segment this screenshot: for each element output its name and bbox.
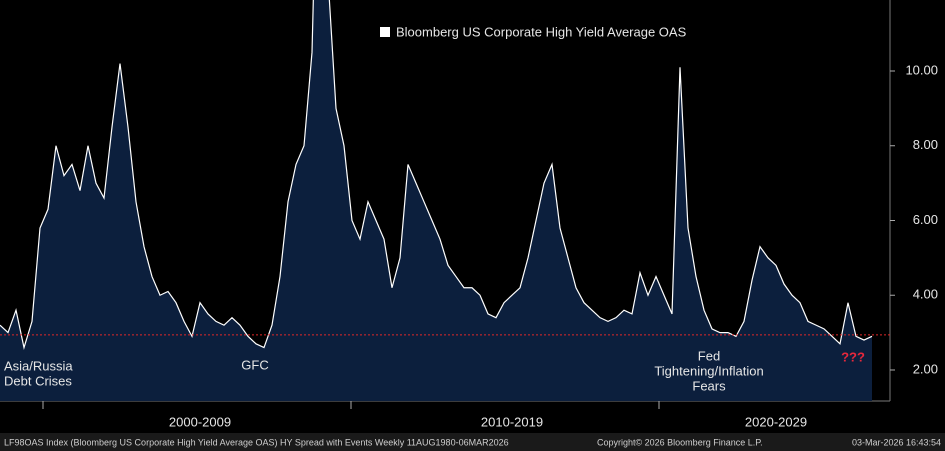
y-tick-label: 6.00 [913, 212, 938, 227]
y-tick-label: 10.00 [905, 62, 938, 77]
y-tick-label: 2.00 [913, 361, 938, 376]
legend-label: Bloomberg US Corporate High Yield Averag… [396, 24, 687, 39]
annotation: Fed [698, 348, 720, 363]
y-tick-label: 4.00 [913, 287, 938, 302]
annotation: Fears [692, 378, 726, 393]
footer-right: 03-Mar-2026 16:43:54 [852, 437, 941, 447]
x-tick-label: 2020-2029 [745, 414, 807, 429]
line [0, 0, 873, 350]
plot-area [0, 0, 873, 401]
x-tick-label: 2000-2009 [169, 414, 231, 429]
area-fill [0, 0, 872, 401]
x-tick-label: 2010-2019 [481, 414, 543, 429]
footer-bar [0, 433, 945, 451]
annotation: GFC [241, 357, 268, 372]
footer-center: Copyright© 2026 Bloomberg Finance L.P. [597, 437, 763, 447]
y-tick-label: 8.00 [913, 137, 938, 152]
annotation: Tightening/Inflation [654, 363, 763, 378]
annotation: Debt Crises [4, 373, 72, 388]
footer-left: LF98OAS Index (Bloomberg US Corporate Hi… [4, 437, 509, 447]
legend-box [372, 22, 694, 44]
annotation: ??? [841, 349, 865, 364]
legend-swatch [380, 27, 390, 37]
annotation: Asia/Russia [4, 358, 73, 373]
